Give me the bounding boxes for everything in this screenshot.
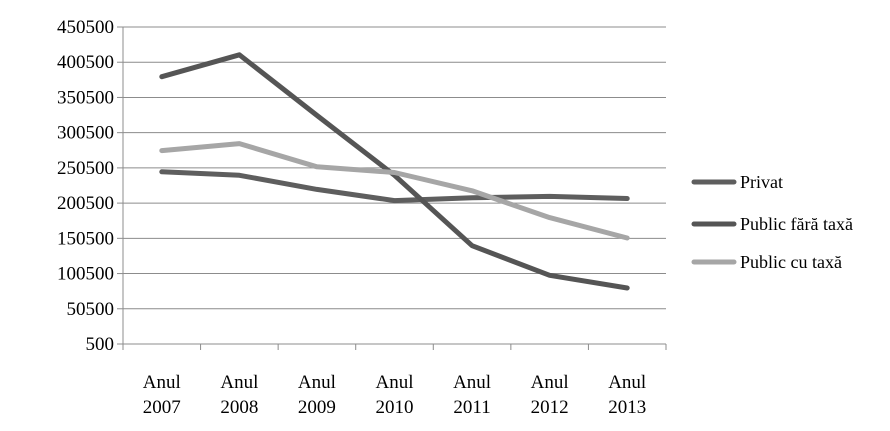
x-tick-label: Anul 2010 bbox=[376, 372, 414, 418]
y-tick-label: 50500 bbox=[67, 299, 115, 320]
x-tick-label: Anul 2007 bbox=[143, 372, 181, 418]
x-tick-label: Anul 2008 bbox=[220, 372, 258, 418]
x-tick-label: Anul 2012 bbox=[531, 372, 569, 418]
y-axis-tick-labels: 500 50500 100500 150500 200500 250500 300500 35… bbox=[57, 17, 114, 355]
y-tick-label: 100500 bbox=[57, 264, 114, 285]
y-tick-label: 400500 bbox=[57, 52, 114, 73]
y-tick-label: 250500 bbox=[57, 158, 114, 179]
axes bbox=[117, 26, 667, 350]
series-lines bbox=[159, 52, 630, 291]
legend-label: Public cu taxă bbox=[740, 252, 842, 272]
legend-label: Public fără taxă bbox=[740, 214, 853, 234]
series-line-1 bbox=[159, 169, 630, 204]
legend-label: Privat bbox=[740, 172, 783, 192]
legend: Privat Public fără taxă Public cu taxă bbox=[691, 172, 853, 272]
series-line-2 bbox=[159, 52, 630, 291]
x-tick-label: Anul 2011 bbox=[453, 372, 491, 418]
y-tick-label: 500 bbox=[86, 334, 115, 355]
x-axis-tick-labels: Anul 2007 Anul 2008 Anul 2009 Anul 2010 Anul 2011… bbox=[143, 372, 646, 418]
x-tick-label: Anul 2009 bbox=[298, 372, 336, 418]
y-tick-label: 450500 bbox=[57, 17, 114, 38]
y-tick-label: 350500 bbox=[57, 87, 114, 108]
y-tick-label: 200500 bbox=[57, 193, 114, 214]
y-tick-label: 300500 bbox=[57, 123, 114, 144]
series-line-3 bbox=[159, 141, 630, 241]
y-tick-label: 150500 bbox=[57, 228, 114, 249]
x-tick-label: Anul 2013 bbox=[608, 372, 646, 418]
